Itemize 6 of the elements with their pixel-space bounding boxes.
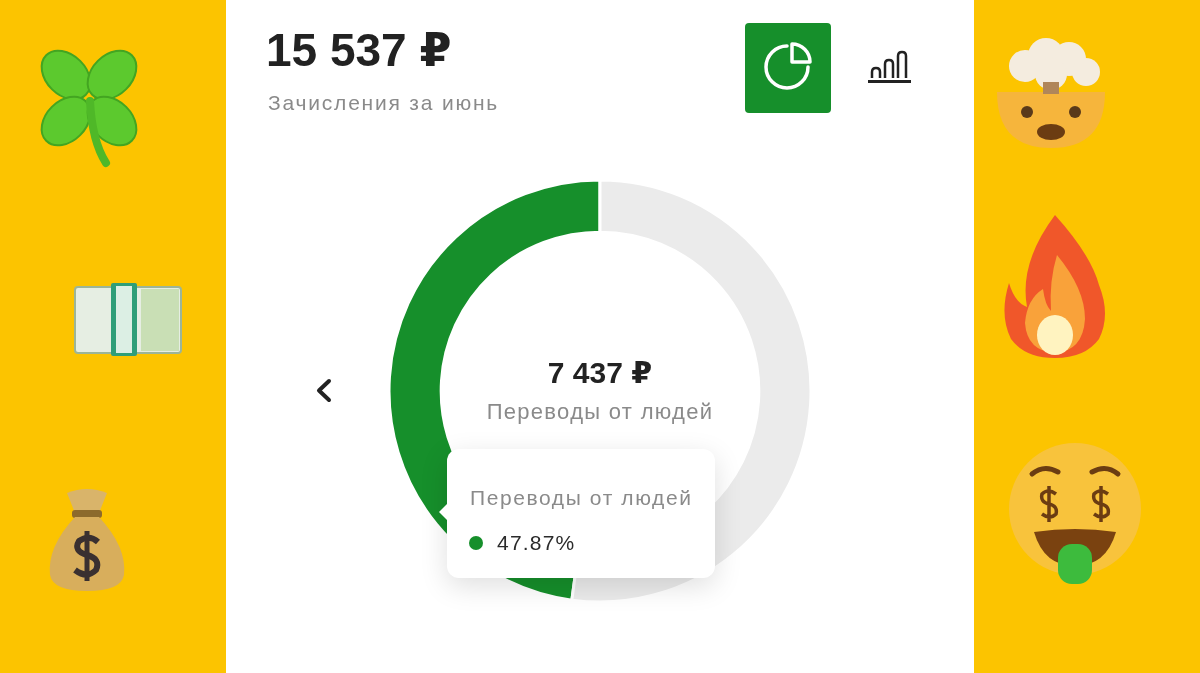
text: 7 437 ₽ [546, 356, 654, 389]
text: Переводы от людей [485, 399, 715, 424]
data-label: 47.87% [497, 531, 576, 554]
slice-label: Переводы от людей [470, 486, 693, 509]
chart-title: 15 537 ₽ [266, 24, 452, 76]
chart-subtitle: Зачисления за июнь [268, 91, 500, 114]
